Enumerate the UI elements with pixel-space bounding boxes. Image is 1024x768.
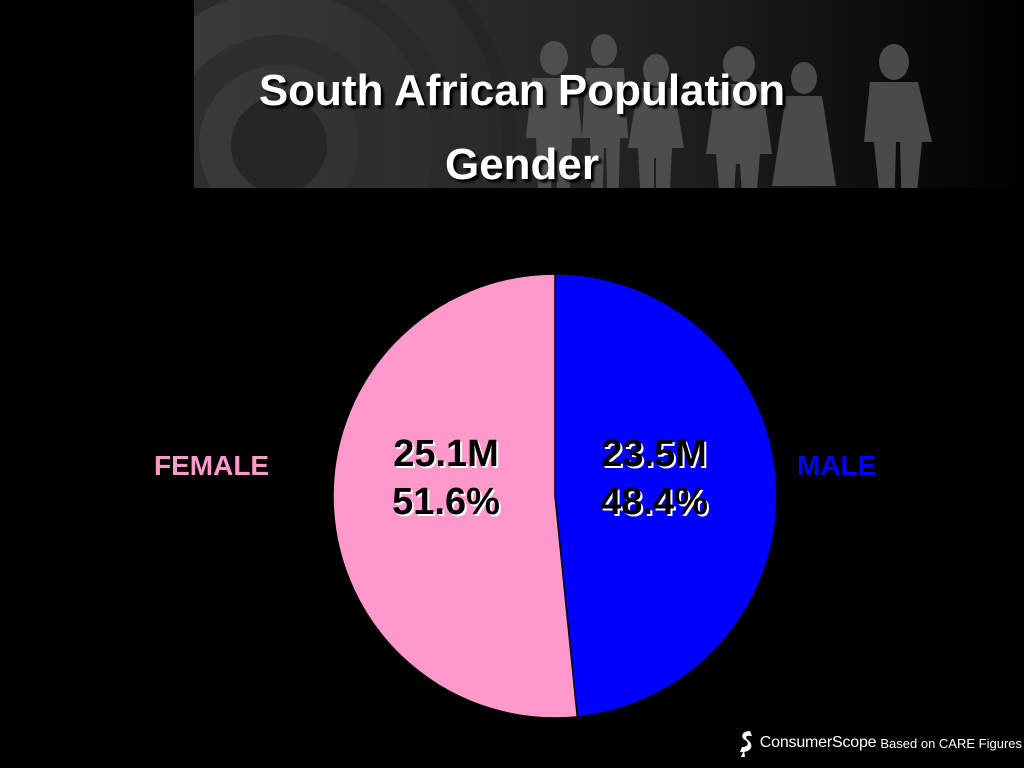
male-category-label: MALE (797, 450, 877, 481)
male-value-label: 23.5M (601, 433, 707, 475)
footer-note: Based on CARE Figures (880, 735, 1022, 751)
female-data-label: 25.1M 51.6% (376, 430, 516, 526)
footer-brand: ConsumerScope (759, 734, 877, 751)
pie-slice-female (332, 273, 579, 719)
female-category-label: FEMALE (154, 450, 270, 481)
chart-title-line1: South African Population (258, 66, 786, 115)
chart-title-line2: Gender (444, 140, 600, 189)
male-percent-label: 48.4% (600, 481, 708, 523)
people-silhouette-banner (194, 0, 1024, 188)
female-value-label: 25.1M (393, 433, 499, 475)
pie-slice-male (554, 273, 778, 718)
female-percent-label: 51.6% (392, 481, 500, 523)
consumerscope-logo-icon (739, 731, 752, 757)
footer: ConsumerScope Based on CARE Figures (736, 728, 1022, 758)
male-data-label: 23.5M 48.4% (584, 430, 724, 526)
